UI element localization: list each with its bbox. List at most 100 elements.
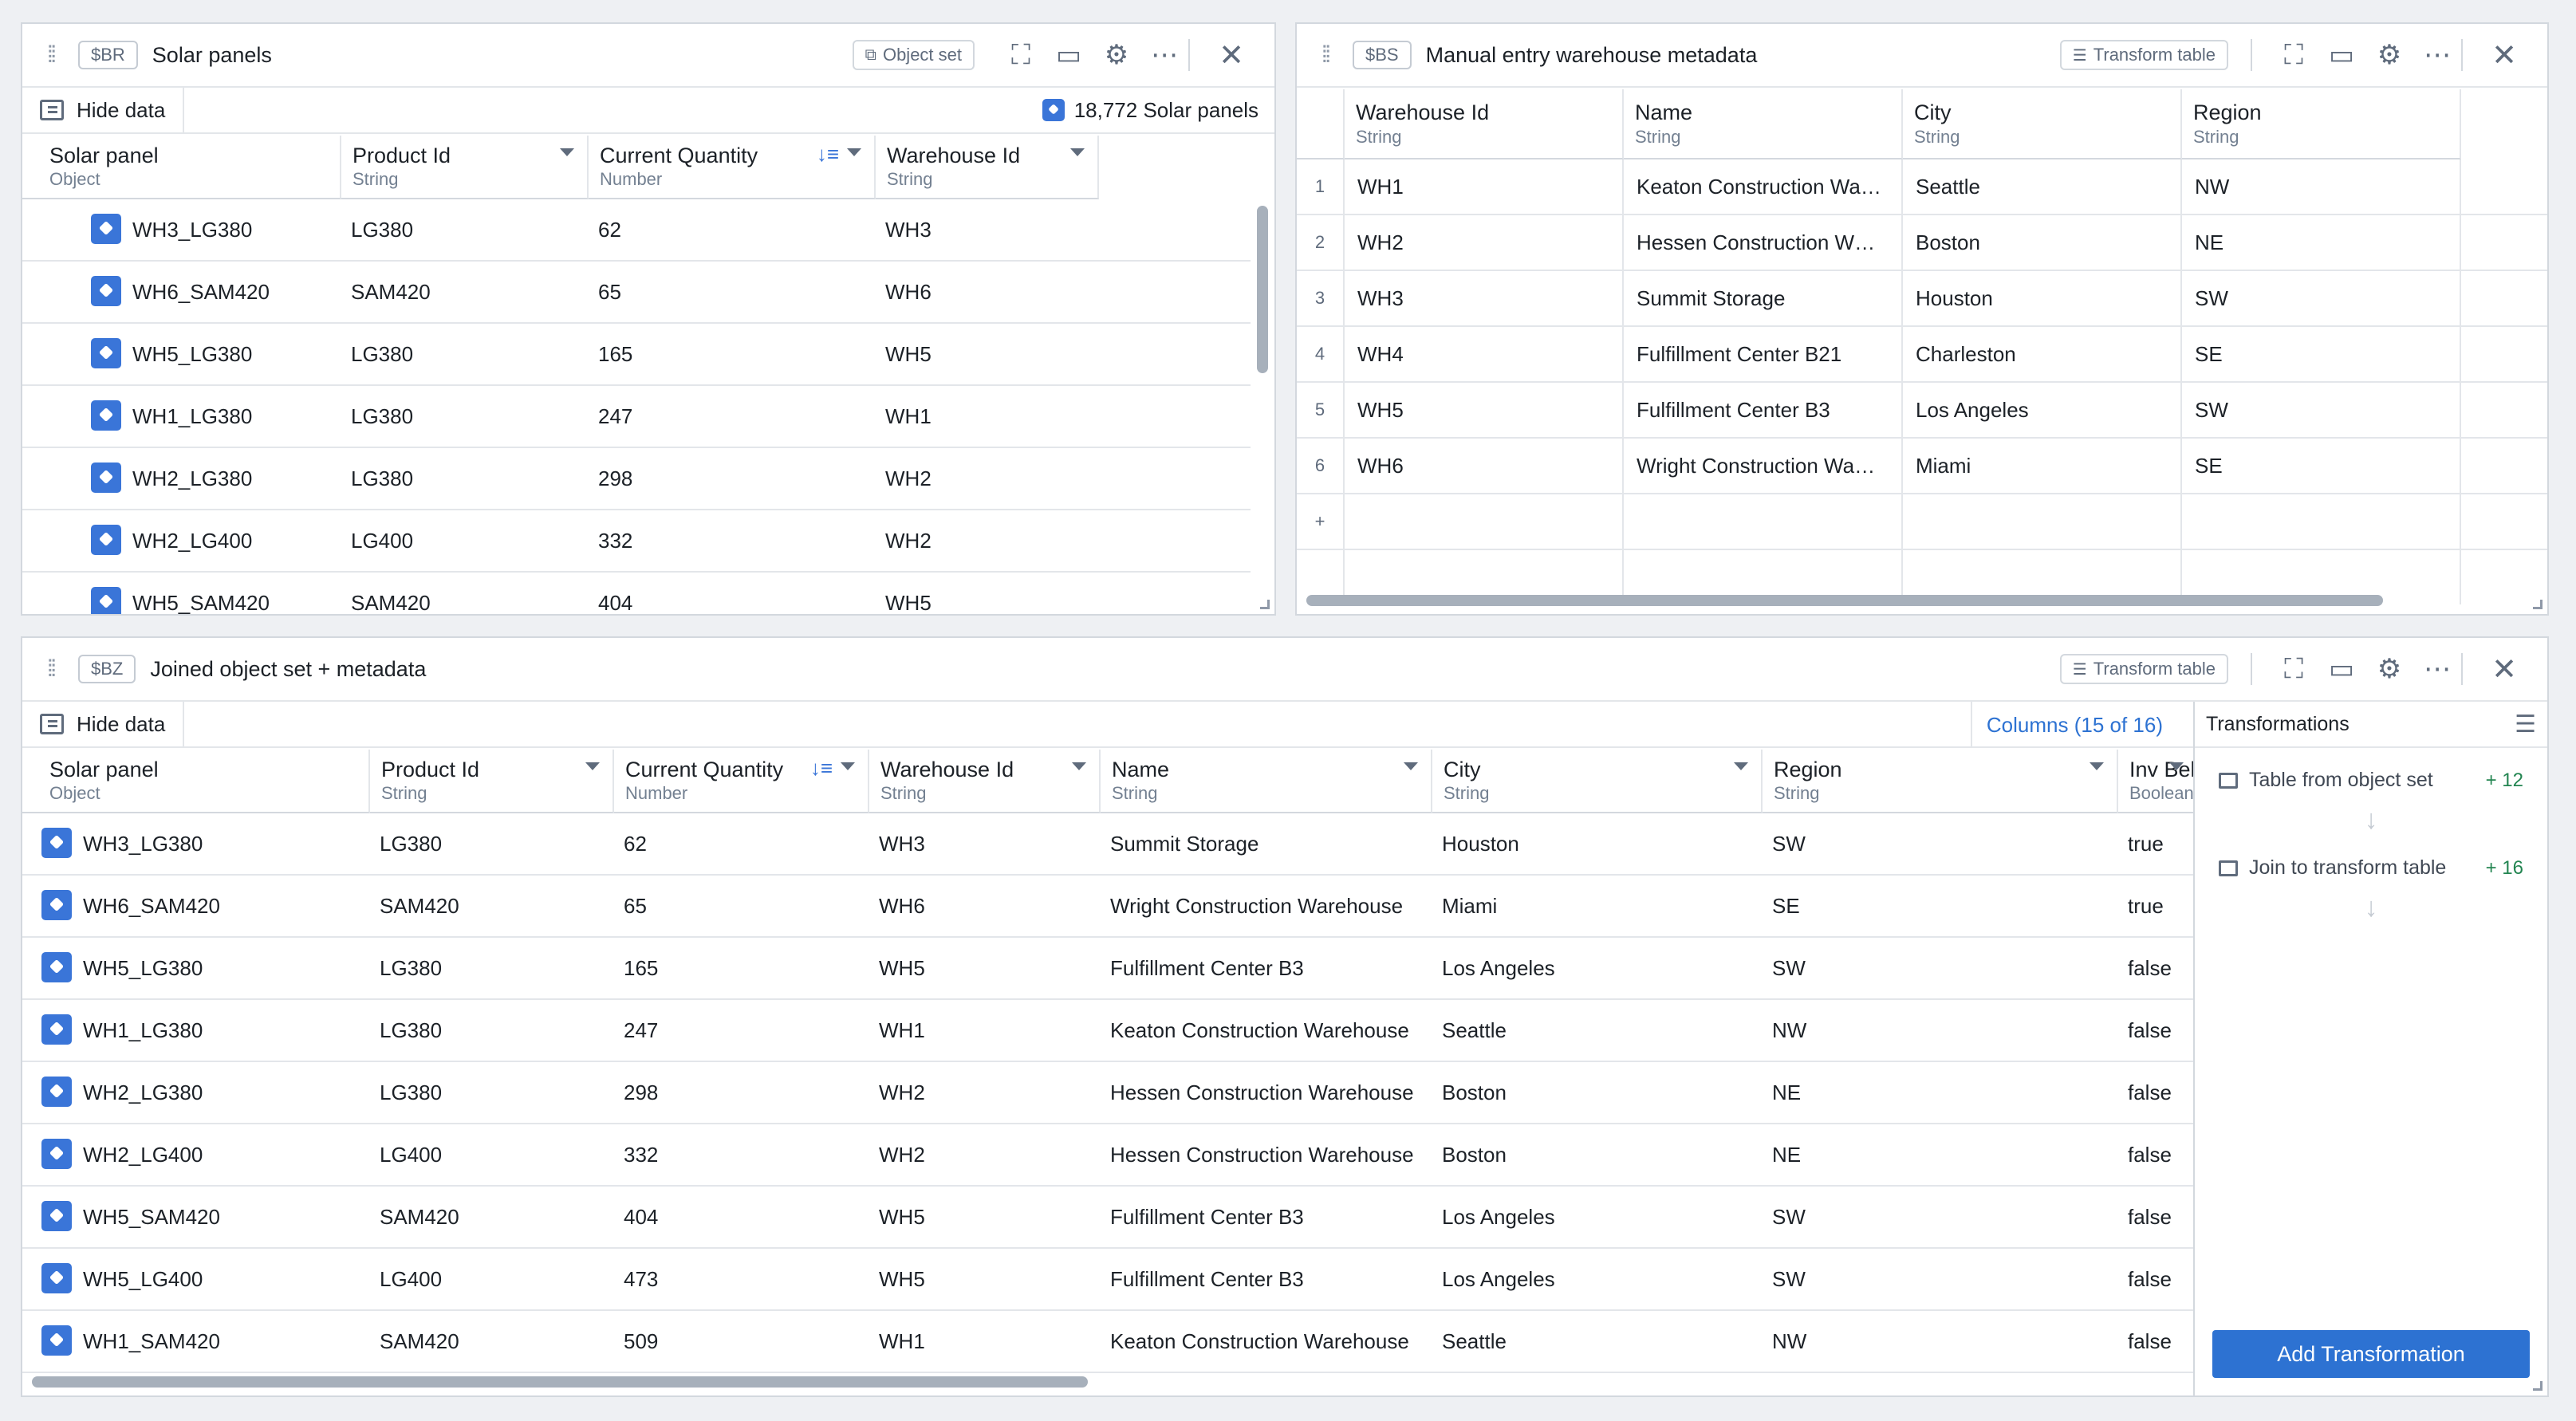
table-cell[interactable]: WH6_SAM420 xyxy=(91,262,338,322)
columns-link[interactable]: Columns (15 of 16) xyxy=(1970,702,2177,748)
transform-table-button[interactable]: ☰ Transform table xyxy=(2059,40,2228,70)
table-cell[interactable]: Hessen Construction W… xyxy=(1624,215,1903,270)
table-row[interactable]: WH5_LG380 LG380 165 WH5 Fulfillment Center B… xyxy=(22,938,2193,1000)
empty-cell[interactable] xyxy=(2182,494,2461,549)
table-row[interactable]: WH3_LG380 LG380 62 WH3 xyxy=(22,199,1251,262)
add-row-icon[interactable]: + xyxy=(1297,494,1345,549)
chevron-down-icon[interactable] xyxy=(560,148,574,156)
table-cell[interactable]: WH5_LG380 xyxy=(91,324,338,384)
table-row[interactable]: WH5_LG400 LG400 473 WH5 Fulfillment Center B… xyxy=(22,1249,2193,1311)
chevron-down-icon[interactable] xyxy=(585,762,600,770)
column-header[interactable]: Product Id String xyxy=(341,136,589,199)
table-cell[interactable]: WH3 xyxy=(1345,271,1624,325)
add-transformation-button[interactable]: Add Transformation xyxy=(2212,1330,2530,1378)
table-cell[interactable]: WH1_LG380 xyxy=(91,386,338,447)
present-icon[interactable]: ▭ xyxy=(2328,40,2355,70)
table-row[interactable]: WH5_LG380 LG380 165 WH5 xyxy=(22,324,1251,386)
resize-handle-icon[interactable] xyxy=(1260,600,1270,609)
table-cell[interactable]: WH1 xyxy=(1345,159,1624,214)
table-cell[interactable]: Wright Construction Wa… xyxy=(1624,439,1903,493)
resize-handle-icon[interactable] xyxy=(2533,600,2543,609)
table-cell[interactable]: WH2_LG380 xyxy=(91,448,338,509)
table-cell[interactable]: SE xyxy=(2182,327,2461,381)
table-cell[interactable]: WH2 xyxy=(1345,215,1624,270)
table-cell[interactable]: Seattle xyxy=(1903,159,2182,214)
maximize-icon[interactable]: ⛶ xyxy=(2284,653,2303,684)
table-row[interactable]: WH6_SAM420 SAM420 65 WH6 xyxy=(22,262,1251,324)
sort-icon[interactable]: ↓≡ xyxy=(809,756,833,780)
table-row[interactable]: WH5_SAM420 SAM420 404 WH5 xyxy=(22,573,1251,614)
horizontal-scrollbar[interactable] xyxy=(32,1376,1088,1388)
table-cell[interactable]: WH1_LG380 xyxy=(41,1000,368,1061)
transformation-step[interactable]: Table from object set + 12 xyxy=(2195,769,2547,792)
table-cell[interactable]: Boston xyxy=(1903,215,2182,270)
table-cell[interactable]: NE xyxy=(2182,215,2461,270)
close-icon[interactable]: ✕ xyxy=(2491,652,2517,687)
transform-table-button[interactable]: ☰ Transform table xyxy=(2059,654,2228,684)
table-cell[interactable]: WH5_LG400 xyxy=(41,1249,368,1309)
menu-icon[interactable]: ☰ xyxy=(2515,710,2536,738)
table-cell[interactable]: NW xyxy=(2182,159,2461,214)
vertical-scrollbar[interactable] xyxy=(1257,206,1268,373)
table-row[interactable]: 6 WH6 Wright Construction Wa… Miami SE xyxy=(1297,439,2547,494)
table-row[interactable]: WH1_SAM420 SAM420 509 WH1 Keaton Constructio… xyxy=(22,1311,2193,1373)
table-cell[interactable]: WH2_LG400 xyxy=(91,510,338,571)
table-row[interactable]: WH2_LG380 LG380 298 WH2 Hessen Construction … xyxy=(22,1062,2193,1124)
more-icon[interactable]: ⋯ xyxy=(2424,40,2451,70)
maximize-icon[interactable]: ⛶ xyxy=(1011,39,1030,70)
object-set-button[interactable]: ⧉ Object set xyxy=(852,40,975,70)
chevron-down-icon[interactable] xyxy=(841,762,855,770)
column-header[interactable]: Inv Belo Boolean xyxy=(2118,750,2208,813)
table-cell[interactable]: Summit Storage xyxy=(1624,271,1903,325)
table-cell[interactable]: WH5_LG380 xyxy=(41,938,368,998)
column-header[interactable]: Name String xyxy=(1624,89,1903,159)
sort-icon[interactable]: ↓≡ xyxy=(816,142,839,166)
close-icon[interactable]: ✕ xyxy=(2491,38,2517,73)
transformation-step[interactable]: Join to transform table + 16 xyxy=(2195,856,2547,880)
table-row[interactable]: WH1_LG380 LG380 247 WH1 xyxy=(22,386,1251,448)
column-header[interactable]: Current Quantity Number ↓≡ xyxy=(589,136,876,199)
table-cell[interactable]: WH3_LG380 xyxy=(41,813,368,874)
table-row[interactable]: WH6_SAM420 SAM420 65 WH6 Wright Construction… xyxy=(22,876,2193,938)
table-cell[interactable]: Keaton Construction Wa… xyxy=(1624,159,1903,214)
empty-cell[interactable] xyxy=(1624,494,1903,549)
table-cell[interactable]: SE xyxy=(2182,439,2461,493)
drag-handle-icon[interactable]: ⁞⁞ xyxy=(46,41,57,68)
close-icon[interactable]: ✕ xyxy=(1219,38,1244,73)
chevron-down-icon[interactable] xyxy=(2090,762,2104,770)
table-row[interactable]: 5 WH5 Fulfillment Center B3 Los Angeles SW xyxy=(1297,383,2547,439)
hide-data-button[interactable]: Hide data xyxy=(22,702,185,746)
table-row[interactable]: WH3_LG380 LG380 62 WH3 Summit Storage Houston… xyxy=(22,813,2193,876)
column-header[interactable]: Warehouse Id String xyxy=(1345,89,1624,159)
table-cell[interactable]: WH1_SAM420 xyxy=(41,1311,368,1372)
table-cell[interactable]: WH5_SAM420 xyxy=(91,573,338,614)
table-row[interactable]: 1 WH1 Keaton Construction Wa… Seattle NW xyxy=(1297,159,2547,215)
chevron-down-icon[interactable] xyxy=(1404,762,1418,770)
table-cell[interactable]: SW xyxy=(2182,383,2461,437)
table-row[interactable]: 2 WH2 Hessen Construction W… Boston NE xyxy=(1297,215,2547,271)
column-header[interactable]: City String xyxy=(1432,750,1763,813)
table-row[interactable]: WH1_LG380 LG380 247 WH1 Keaton Construction … xyxy=(22,1000,2193,1062)
maximize-icon[interactable]: ⛶ xyxy=(2284,39,2303,70)
table-cell[interactable]: Houston xyxy=(1903,271,2182,325)
chevron-down-icon[interactable] xyxy=(847,148,861,156)
present-icon[interactable]: ▭ xyxy=(2328,654,2355,684)
table-cell[interactable]: WH5_SAM420 xyxy=(41,1187,368,1247)
empty-cell[interactable] xyxy=(1903,494,2182,549)
column-header[interactable]: Warehouse Id String xyxy=(876,136,1099,199)
table-cell[interactable]: Los Angeles xyxy=(1903,383,2182,437)
resize-handle-icon[interactable] xyxy=(2533,1381,2543,1391)
more-icon[interactable]: ⋯ xyxy=(1151,40,1178,70)
table-cell[interactable]: WH6 xyxy=(1345,439,1624,493)
drag-handle-icon[interactable]: ⁞⁞ xyxy=(1321,41,1332,68)
column-header[interactable]: Solar panel Object xyxy=(22,136,341,199)
column-header[interactable]: Warehouse Id String xyxy=(869,750,1101,813)
hide-data-button[interactable]: Hide data xyxy=(22,88,185,132)
chevron-down-icon[interactable] xyxy=(1070,148,1085,156)
table-cell[interactable]: WH6_SAM420 xyxy=(41,876,368,936)
gear-icon[interactable]: ⚙ xyxy=(2377,40,2402,70)
chevron-down-icon[interactable] xyxy=(2169,762,2184,770)
add-row[interactable]: + xyxy=(1297,494,2547,550)
table-row[interactable]: WH5_SAM420 SAM420 404 WH5 Fulfillment Center… xyxy=(22,1187,2193,1249)
chevron-down-icon[interactable] xyxy=(1072,762,1086,770)
